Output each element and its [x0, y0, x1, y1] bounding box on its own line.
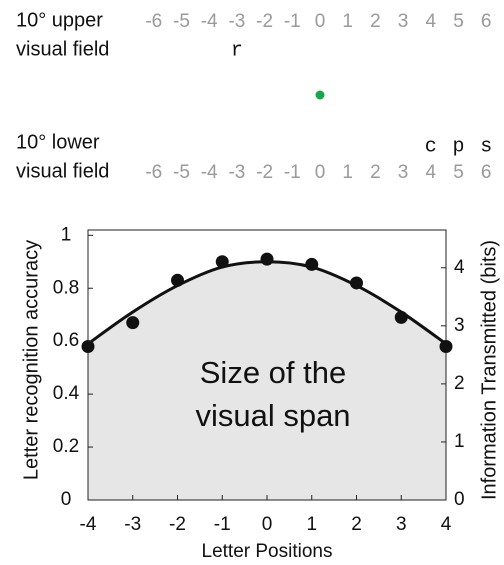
y2-axis-label: Information Transmitted (bits): [478, 240, 500, 500]
letter: s: [480, 135, 492, 158]
x-tick-label: -2: [169, 514, 186, 535]
x-tick-label: 2: [351, 514, 362, 535]
position-number: 1: [342, 11, 353, 32]
data-point: [171, 273, 184, 287]
data-point: [305, 257, 319, 271]
y-axis-label: Letter recognition accuracy: [20, 240, 42, 480]
upper-label: visual field: [16, 38, 109, 60]
position-number: 6: [481, 11, 492, 32]
position-number: -1: [284, 11, 301, 32]
position-number: 0: [315, 11, 326, 32]
x-tick-label: 1: [306, 514, 317, 535]
y-tick-label: 0.6: [53, 330, 79, 351]
data-point: [350, 276, 363, 290]
data-point: [260, 252, 274, 266]
position-number: -2: [256, 11, 273, 32]
upper-label: 10° upper: [16, 9, 103, 31]
x-tick-label: 4: [441, 514, 452, 535]
x-tick-label: -1: [214, 514, 231, 535]
position-number: -2: [256, 162, 273, 183]
position-number: 2: [370, 162, 381, 183]
position-number: -6: [145, 11, 162, 32]
position-number: 5: [453, 11, 464, 32]
y-tick-label: 0.8: [53, 277, 79, 298]
annotation: Size of the: [200, 355, 346, 390]
position-number: -3: [228, 162, 245, 183]
position-number: 1: [342, 162, 353, 183]
y-tick-label: 0.4: [53, 383, 80, 404]
y2-tick-label: 3: [454, 315, 465, 336]
letter: p: [452, 135, 464, 158]
x-tick-label: 3: [396, 514, 407, 535]
letter: r: [231, 39, 243, 62]
position-number: 4: [426, 11, 437, 32]
y-tick-label: 1: [61, 224, 72, 245]
data-point: [215, 255, 229, 269]
lower-label: visual field: [16, 160, 109, 182]
data-point: [439, 339, 453, 353]
x-tick-label: -3: [124, 514, 141, 535]
position-number: 0: [315, 162, 326, 183]
y2-tick-label: 2: [454, 373, 465, 394]
x-tick-label: 0: [262, 514, 273, 535]
position-number: 6: [481, 162, 492, 183]
lower-label: 10° lower: [16, 131, 100, 153]
position-number: 3: [398, 162, 409, 183]
y-tick-label: 0: [61, 489, 72, 510]
fixation-dot: [315, 90, 325, 100]
position-number: -5: [173, 11, 190, 32]
letter: c: [425, 135, 437, 158]
position-number: 5: [453, 162, 464, 183]
position-number: 4: [426, 162, 437, 183]
y2-tick-label: 0: [454, 489, 465, 510]
y2-tick-label: 4: [454, 257, 465, 278]
data-point: [81, 339, 95, 353]
position-number: 2: [370, 11, 381, 32]
area: [88, 261, 446, 500]
position-number: -6: [145, 162, 162, 183]
x-tick-label: -4: [80, 514, 97, 535]
y2-tick-label: 1: [454, 431, 465, 452]
position-number: 3: [398, 11, 409, 32]
position-number: -3: [228, 11, 245, 32]
y-tick-label: 0.2: [53, 436, 79, 457]
x-axis-label: Letter Positions: [202, 541, 333, 562]
position-number: -4: [201, 162, 218, 183]
position-number: -5: [173, 162, 190, 183]
data-point: [126, 316, 140, 330]
annotation: visual span: [195, 398, 350, 433]
data-point: [394, 310, 408, 324]
position-number: -4: [201, 11, 218, 32]
position-number: -1: [284, 162, 301, 183]
